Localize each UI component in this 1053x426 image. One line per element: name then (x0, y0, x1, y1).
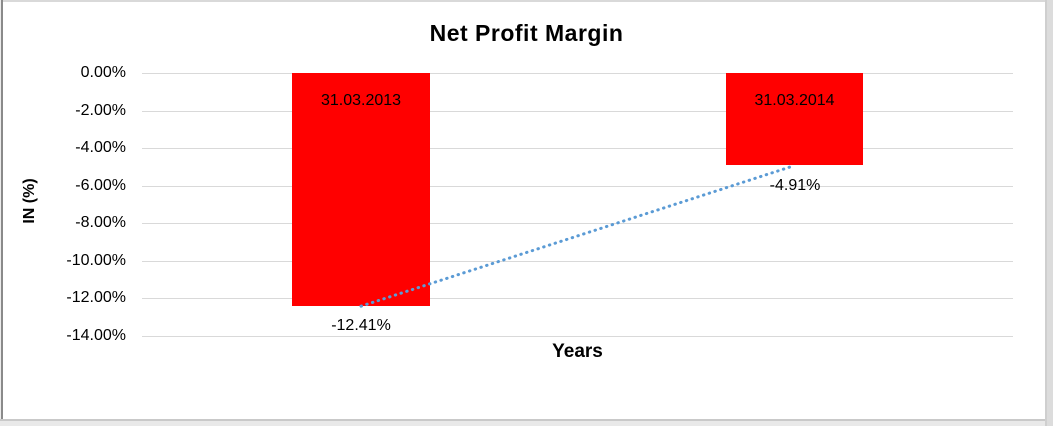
ytick-label-2: -4.00% (75, 139, 126, 156)
gridline-14pct (142, 335, 1013, 337)
gridline-6pct (142, 185, 1013, 187)
gridline-10pct (142, 260, 1013, 262)
frame-border-left-outer (0, 0, 1, 426)
ytick-label-6: -12.00% (66, 289, 126, 306)
ytick-label-5: -10.00% (66, 251, 126, 269)
gridline-4pct (142, 148, 1013, 149)
gridline-12pct (142, 298, 1013, 299)
value-label-2014: -4.91% (769, 176, 821, 194)
x-axis-title: Years (552, 341, 603, 362)
bar-2013-category-label: 31.03.2013 (320, 92, 402, 109)
frame-border-top (0, 0, 1053, 2)
ytick-label-0: 0.00% (80, 64, 126, 81)
frame-border-right-outer (1047, 0, 1053, 426)
ytick-label-3: -6.00% (75, 176, 126, 194)
frame-border-left (1, 0, 3, 426)
frame-border-right (1045, 0, 1047, 426)
value-label-2013: -12.41% (331, 317, 391, 335)
y-axis-title: IN (%) (21, 178, 38, 224)
bar-2014[interactable]: 31.03.2014 (726, 73, 863, 166)
gridline-2pct (142, 110, 1013, 112)
frame-border-bottom (0, 419, 1053, 421)
bar-2013[interactable]: 31.03.2013 (292, 73, 430, 306)
frame-border-bottom-outer (0, 421, 1053, 426)
gridline-0pct (142, 73, 1013, 74)
ytick-label-1: -2.00% (75, 101, 126, 119)
chart-title: Net Profit Margin (429, 20, 624, 46)
ytick-label-7: -14.00% (66, 326, 126, 344)
ytick-label-4: -8.00% (75, 214, 126, 231)
gridline-8pct (142, 223, 1013, 224)
bar-2014-category-label: 31.03.2014 (754, 92, 835, 109)
